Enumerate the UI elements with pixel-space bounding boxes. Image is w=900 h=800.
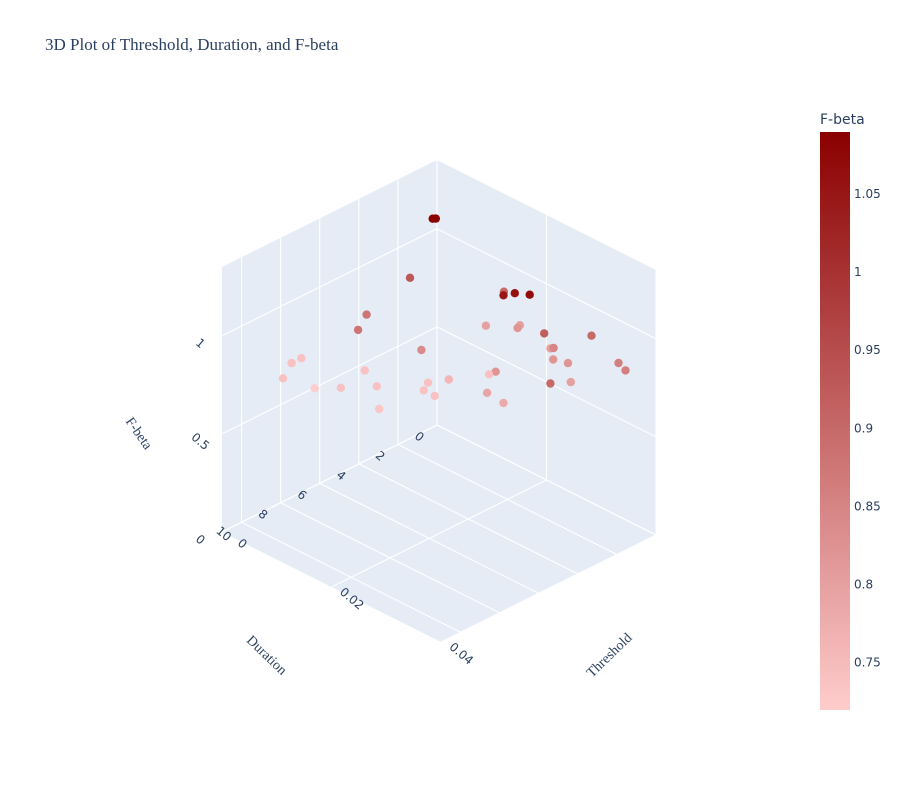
data-point	[546, 379, 555, 388]
data-point	[549, 355, 558, 364]
data-point	[614, 358, 623, 368]
data-point	[481, 321, 491, 330]
data-point	[310, 384, 319, 393]
data-point	[587, 331, 596, 340]
tick-label-fbeta: 0	[193, 532, 208, 548]
tick-label-threshold: 0.04	[447, 640, 476, 668]
data-point	[278, 374, 288, 383]
data-point	[287, 358, 296, 368]
data-point	[431, 214, 440, 223]
data-point	[297, 354, 306, 363]
data-point	[549, 343, 558, 353]
data-point	[563, 358, 573, 368]
tick-label-fbeta: 0.5	[189, 430, 213, 453]
colorbar-tick-label: 1.05	[854, 187, 881, 201]
data-point	[513, 323, 522, 333]
data-point	[362, 310, 371, 319]
data-point	[419, 386, 428, 395]
colorbar-title: F-beta	[820, 112, 865, 128]
axis-title-threshold: Threshold	[584, 631, 635, 681]
data-point	[430, 391, 439, 401]
colorbar-tick-label: 0.85	[854, 499, 881, 513]
gridline-duration-floor	[319, 482, 539, 594]
gridline-fbeta-right-wall	[436, 424, 657, 536]
gridline-fbeta-left-wall	[221, 424, 438, 533]
axis-title-duration: Duration	[243, 633, 289, 678]
data-point	[540, 329, 549, 338]
gridline-duration-floor	[280, 502, 500, 614]
colorbar: F-beta 0.75 0.8 0.85 0.9 0.95 1 1.05	[820, 112, 881, 710]
data-point	[353, 325, 363, 335]
colorbar-gradient	[820, 132, 850, 710]
colorbar-tick-label: 0.9	[854, 421, 873, 435]
colorbar-tick-label: 0.95	[854, 343, 881, 357]
data-point	[566, 377, 575, 387]
colorbar-ticks: 0.75 0.8 0.85 0.9 0.95 1 1.05	[854, 187, 881, 670]
data-point	[444, 375, 453, 384]
gridline-fbeta-left-wall	[221, 228, 438, 337]
data-point	[621, 366, 630, 375]
data-point	[405, 273, 415, 282]
data-point	[417, 345, 426, 355]
data-point	[360, 366, 369, 375]
data-point	[499, 291, 508, 300]
data-point	[525, 290, 534, 299]
back-wall-duration-side	[222, 160, 437, 532]
gridline-threshold-floor	[440, 534, 657, 643]
gridline-threshold-floor	[331, 479, 547, 588]
data-point	[491, 367, 500, 376]
gridline-fbeta-right-wall	[436, 326, 657, 438]
data-point	[482, 388, 492, 397]
data-point	[375, 404, 384, 414]
data-point	[499, 398, 508, 408]
data-points	[278, 214, 630, 414]
gridline-duration-floor	[397, 443, 618, 555]
gridline-fbeta-right-wall	[436, 228, 657, 340]
data-point	[484, 370, 494, 379]
gridline-fbeta-left-wall	[221, 326, 438, 435]
data-point	[423, 378, 433, 387]
gridline-duration-floor	[358, 463, 579, 575]
data-point	[336, 383, 346, 392]
axis-title-fbeta: F-beta	[122, 415, 155, 454]
data-point	[372, 382, 381, 391]
colorbar-tick-label: 0.8	[854, 578, 873, 592]
colorbar-tick-label: 1	[854, 265, 862, 279]
data-point	[510, 289, 519, 298]
gridlines	[221, 160, 657, 643]
chart-title: 3D Plot of Threshold, Duration, and F-be…	[45, 35, 339, 54]
gridline-duration-floor	[241, 521, 461, 633]
tick-label-fbeta: 1	[193, 336, 208, 352]
colorbar-tick-label: 0.75	[854, 656, 881, 670]
